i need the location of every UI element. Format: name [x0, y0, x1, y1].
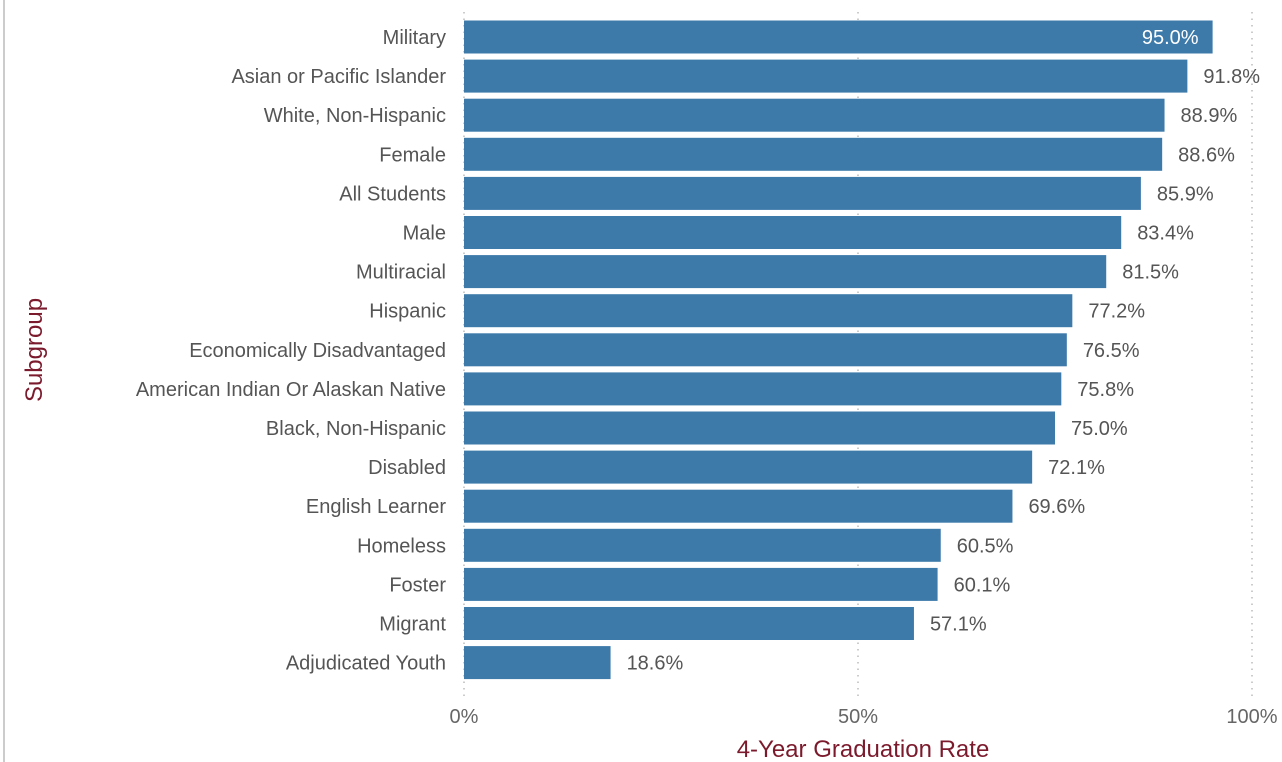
bar	[464, 98, 1165, 132]
value-label: 75.0%	[1071, 418, 1128, 440]
x-axis-title: 4-Year Graduation Rate	[737, 736, 990, 762]
bar	[464, 294, 1073, 328]
bar	[464, 20, 1213, 54]
category-label: Military	[383, 27, 446, 49]
category-label: Homeless	[357, 535, 446, 557]
bar	[464, 333, 1067, 367]
value-label: 72.1%	[1048, 457, 1105, 479]
value-label: 75.8%	[1077, 379, 1134, 401]
bar	[464, 528, 941, 562]
bar	[464, 489, 1013, 523]
x-axis-ticks: 0% 50% 100%	[450, 706, 1278, 728]
value-label: 95.0%	[1142, 27, 1199, 49]
category-label: Disabled	[368, 457, 446, 479]
bar	[464, 255, 1107, 289]
category-label: White, Non-Hispanic	[264, 105, 446, 127]
value-label: 57.1%	[930, 614, 987, 636]
bar	[464, 646, 611, 680]
category-label: Multiracial	[356, 262, 446, 284]
category-label: Hispanic	[369, 301, 446, 323]
category-label: English Learner	[306, 496, 446, 518]
category-label: Migrant	[379, 614, 446, 636]
value-label: 77.2%	[1088, 301, 1145, 323]
value-label: 85.9%	[1157, 183, 1214, 205]
category-labels: Military Asian or Pacific Islander White, …	[136, 27, 447, 675]
x-tick-label: 0%	[450, 706, 479, 728]
value-label: 81.5%	[1122, 262, 1179, 284]
category-label: Asian or Pacific Islander	[231, 66, 446, 88]
bar	[464, 567, 938, 601]
value-label: 60.1%	[954, 574, 1011, 596]
category-label: Adjudicated Youth	[286, 653, 446, 675]
category-label: Economically Disadvantaged	[189, 340, 446, 362]
value-label: 76.5%	[1083, 340, 1140, 362]
category-label: Black, Non-Hispanic	[266, 418, 446, 440]
category-label: Foster	[389, 574, 446, 596]
category-label: All Students	[339, 183, 446, 205]
bars-layer	[464, 20, 1213, 680]
category-label: American Indian Or Alaskan Native	[136, 379, 446, 401]
bar	[464, 450, 1033, 484]
value-label: 69.6%	[1028, 496, 1085, 518]
y-axis-title: Subgroup	[21, 298, 48, 402]
category-label: Male	[403, 223, 446, 245]
value-label: 88.6%	[1178, 144, 1235, 166]
bar	[464, 411, 1055, 445]
bar	[464, 176, 1141, 210]
bar	[464, 59, 1188, 93]
value-label: 88.9%	[1181, 105, 1238, 127]
bar	[464, 137, 1163, 171]
value-label: 60.5%	[957, 535, 1014, 557]
category-label: Female	[379, 144, 446, 166]
x-tick-label: 100%	[1226, 706, 1277, 728]
x-tick-label: 50%	[838, 706, 878, 728]
value-label: 18.6%	[627, 653, 684, 675]
bar	[464, 216, 1122, 249]
value-labels: 95.0%91.8% 88.9% 88.6% 85.9% 83.4% 81.5% 77.2%…	[627, 27, 1261, 675]
value-label: 83.4%	[1137, 223, 1194, 245]
bar	[464, 607, 914, 640]
bar	[464, 372, 1062, 406]
value-label: 91.8%	[1203, 66, 1260, 88]
